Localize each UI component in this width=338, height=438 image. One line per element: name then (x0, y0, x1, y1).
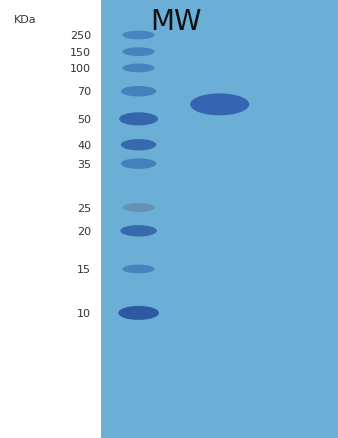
Ellipse shape (121, 87, 156, 97)
Text: 25: 25 (77, 203, 91, 213)
Text: 150: 150 (70, 48, 91, 57)
Ellipse shape (122, 64, 154, 73)
Ellipse shape (120, 226, 157, 237)
Text: 70: 70 (77, 87, 91, 97)
Text: 250: 250 (70, 31, 91, 41)
Text: KDa: KDa (14, 15, 36, 25)
Ellipse shape (122, 204, 154, 212)
Ellipse shape (122, 265, 154, 274)
Text: 15: 15 (77, 265, 91, 274)
Text: 100: 100 (70, 64, 91, 74)
Text: 20: 20 (77, 226, 91, 236)
Ellipse shape (122, 32, 154, 40)
Ellipse shape (119, 113, 158, 126)
Ellipse shape (121, 140, 156, 151)
Ellipse shape (118, 306, 159, 320)
Text: 40: 40 (77, 141, 91, 150)
Text: MW: MW (150, 8, 201, 36)
Ellipse shape (190, 94, 249, 116)
Ellipse shape (121, 159, 156, 170)
FancyBboxPatch shape (101, 0, 338, 438)
Text: 10: 10 (77, 308, 91, 318)
Ellipse shape (122, 48, 154, 57)
Text: 35: 35 (77, 159, 91, 169)
Text: 50: 50 (77, 115, 91, 124)
